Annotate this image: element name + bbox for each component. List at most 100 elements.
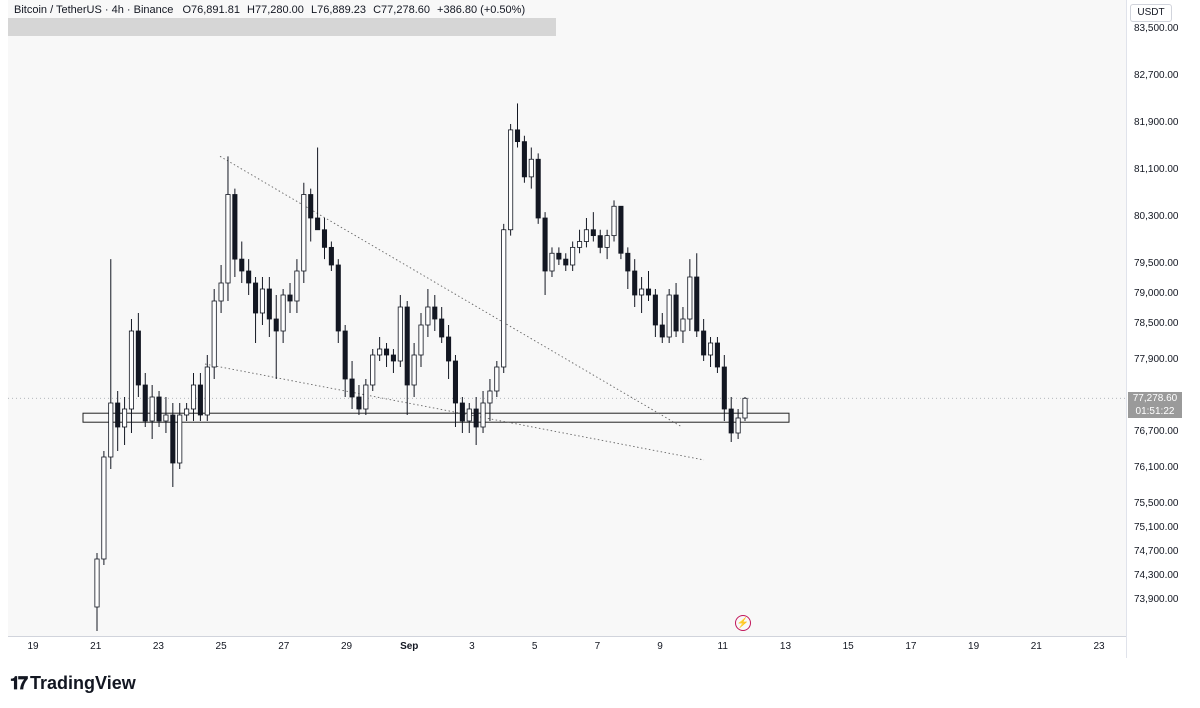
time-tick-label: 21	[1030, 641, 1042, 652]
candle-body	[570, 246, 576, 266]
price-tick-label: 76,700.00	[1134, 426, 1179, 437]
last-price-value: 77,278.60	[1132, 393, 1178, 404]
price-tick-label: 76,100.00	[1134, 462, 1179, 473]
candle-body	[328, 246, 334, 266]
candle-body	[535, 158, 541, 219]
candle-body	[308, 194, 314, 219]
price-tick-label: 81,100.00	[1134, 164, 1179, 175]
low-label: L	[310, 4, 318, 16]
candle-body	[335, 264, 341, 332]
open-label: O	[182, 4, 192, 16]
candle-body	[287, 294, 293, 302]
candle-body	[115, 402, 121, 428]
candle-body	[266, 288, 272, 320]
tradingview-wordmark: TradingView	[30, 673, 136, 693]
open-value: 76,891.81	[191, 4, 240, 16]
candle-body	[625, 252, 631, 272]
candle-body	[604, 235, 610, 248]
candle-body	[211, 300, 217, 368]
candle-body	[425, 306, 431, 326]
lightning-bolt-icon[interactable]: ⚡	[735, 615, 751, 631]
tradingview-logo-icon: 𝟏𝟕	[10, 673, 28, 693]
candle-body	[480, 402, 486, 428]
candle-body	[735, 417, 741, 434]
price-tick-label: 83,500.00	[1134, 23, 1179, 34]
candle-body	[597, 235, 603, 248]
close-value: 77,278.60	[381, 4, 430, 16]
candle-body	[280, 294, 286, 332]
candle-body	[218, 282, 224, 302]
candle-body	[652, 294, 658, 326]
price-axis[interactable]	[1126, 0, 1200, 658]
candle-body	[377, 348, 383, 356]
candle-body	[411, 354, 417, 386]
candle-body	[590, 229, 596, 237]
candle-body	[659, 324, 665, 338]
candle-body	[204, 366, 210, 416]
candle-body	[370, 354, 376, 386]
candle-body	[342, 330, 348, 380]
candle-body	[707, 342, 714, 356]
time-tick-label: 19	[968, 641, 980, 652]
price-tick-label: 79,000.00	[1134, 288, 1179, 299]
time-tick-label: 7	[594, 641, 601, 652]
candle-body	[583, 229, 589, 242]
candle-body	[294, 270, 300, 302]
symbol-header: Bitcoin / TetherUS · 4h · Binance O76,89…	[14, 4, 525, 16]
candle-body	[514, 129, 521, 143]
time-tick-label: 11	[717, 641, 728, 652]
support-zone-box	[82, 412, 790, 423]
price-tick-label: 77,900.00	[1134, 354, 1179, 365]
candle-body	[301, 194, 307, 272]
candle-body	[383, 348, 390, 356]
candle-body	[273, 318, 279, 332]
time-tick-label: 29	[340, 641, 353, 652]
time-tick-label: 21	[90, 641, 102, 652]
candle-body	[508, 129, 514, 231]
candle-body	[466, 408, 472, 422]
price-tick-label: 82,700.00	[1134, 70, 1179, 81]
time-axis[interactable]	[8, 636, 1126, 659]
candle-body	[687, 276, 693, 320]
candle-body	[618, 205, 624, 254]
candle-body	[611, 205, 617, 237]
candle-body	[439, 318, 445, 338]
candle-body	[225, 194, 231, 284]
candle-body	[156, 396, 162, 422]
time-tick-label: 9	[657, 641, 663, 652]
candle-body	[694, 276, 700, 332]
candle-body	[122, 408, 128, 428]
price-tick-label: 81,900.00	[1134, 117, 1179, 128]
upper-trendline	[219, 155, 683, 428]
candle-body	[432, 306, 438, 320]
price-tick-label: 74,300.00	[1134, 570, 1179, 581]
candle-body	[494, 366, 500, 392]
time-tick-label: 25	[215, 641, 227, 652]
candle-countdown: 01:51:22	[1135, 406, 1175, 417]
candle-body	[721, 366, 727, 410]
candle-body	[170, 414, 176, 464]
currency-button[interactable]: USDT	[1130, 4, 1172, 22]
price-tick-label: 75,500.00	[1134, 498, 1179, 509]
candle-body	[356, 396, 362, 410]
candle-body	[184, 408, 190, 416]
candle-body	[459, 402, 465, 422]
tradingview-logo[interactable]: 𝟏𝟕 TradingView	[10, 673, 136, 694]
candle-body	[446, 336, 452, 362]
low-value: 76,889.23	[317, 4, 367, 16]
candle-body	[501, 229, 507, 368]
candle-body	[128, 330, 135, 410]
candle-body	[363, 384, 369, 410]
time-tick-label: 5	[531, 641, 538, 652]
candle-body	[94, 558, 100, 608]
candle-body	[418, 324, 424, 356]
time-tick-label: 19	[27, 641, 39, 652]
candle-body	[714, 342, 720, 368]
candle-body	[473, 408, 479, 428]
candle-body	[556, 252, 562, 260]
candle-body	[452, 360, 459, 404]
candle-body	[315, 217, 321, 231]
candle-body	[232, 194, 238, 260]
candle-body	[549, 252, 555, 272]
chart-plot-area[interactable]	[8, 0, 1126, 636]
